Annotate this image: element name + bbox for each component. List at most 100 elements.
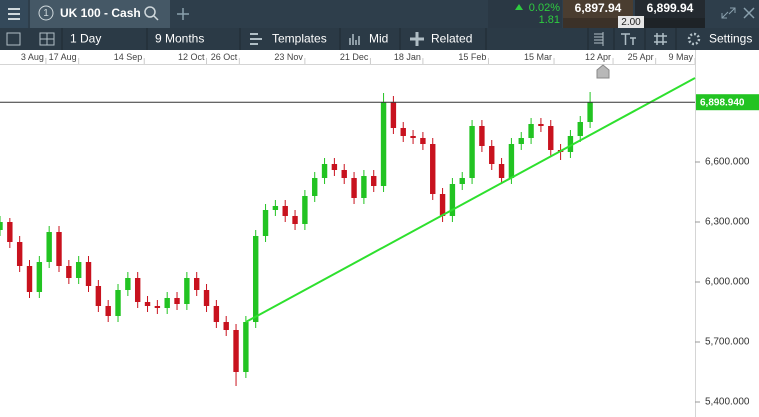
last-price-box (696, 94, 759, 111)
x-tick-label: 18 Jan (394, 52, 421, 62)
candle-body (7, 222, 13, 242)
search-icon-handle (153, 15, 159, 21)
candle-body (134, 278, 141, 302)
candle-body (312, 178, 318, 196)
candle-body (115, 290, 121, 316)
candle-body (371, 176, 377, 186)
candle-body (479, 126, 485, 146)
candle-body (75, 262, 82, 278)
buy-box-foot (635, 18, 705, 28)
x-tick-label: 17 Aug (49, 52, 77, 62)
close-icon[interactable] (743, 7, 755, 19)
search-icon[interactable] (144, 6, 156, 18)
candle-body (243, 322, 249, 372)
candle-body (587, 102, 593, 122)
templates[interactable]: Templates (272, 32, 327, 46)
instrument-name: UK 100 - Cash (60, 6, 141, 20)
candle-body (341, 170, 347, 178)
menu-icon (8, 8, 20, 20)
x-tick-label: 3 Aug (21, 52, 44, 62)
candle-body (351, 178, 357, 198)
candle-body (16, 242, 23, 266)
trendline (245, 77, 696, 323)
panel-icon[interactable] (6, 32, 21, 46)
candle-body (144, 302, 151, 306)
y-tick-label: 6,600.000 (705, 157, 750, 168)
candle-body (518, 138, 524, 144)
candle-body (0, 222, 3, 230)
candle-body (105, 306, 111, 316)
grid-icon[interactable] (654, 33, 667, 45)
last-price-label: 6,898.940 (700, 97, 745, 108)
candle-body (400, 128, 406, 136)
tab-number-circle (38, 5, 54, 21)
y-tick-label: 6,000.000 (705, 277, 750, 288)
plot-area (0, 77, 696, 386)
candle-body (233, 330, 239, 372)
range[interactable]: 9 Months (155, 32, 204, 46)
candle-body (66, 266, 72, 278)
sell-box[interactable] (563, 0, 633, 18)
candle-body (528, 124, 534, 138)
toolbar-divider (61, 28, 677, 50)
event-marker[interactable] (596, 64, 610, 79)
candle-body (174, 298, 180, 304)
related-icon (410, 32, 424, 46)
candle-body (154, 306, 161, 308)
text-icon[interactable] (621, 33, 636, 45)
x-tick-label: 25 Apr (628, 52, 654, 62)
x-tick-label: 21 Dec (340, 52, 369, 62)
change: 1.81 (539, 14, 560, 26)
candle-body (459, 178, 465, 184)
candle-body (36, 262, 43, 292)
candle-body (262, 210, 269, 236)
y-tick-label: 6,300.000 (705, 217, 750, 228)
x-tick-label: 23 Nov (274, 52, 303, 62)
candle-body (420, 138, 426, 144)
y-tick-label: 5,400.000 (705, 397, 750, 408)
interval[interactable]: 1 Day (70, 32, 101, 46)
axis-border (0, 50, 696, 417)
candle-body (253, 236, 259, 322)
price-type[interactable]: Mid (369, 32, 388, 46)
layout-icon[interactable] (39, 32, 55, 46)
expand-icon[interactable] (721, 7, 736, 19)
templates-icon (250, 33, 262, 45)
candle-body (203, 290, 210, 306)
y-tick-label: 5,700.000 (705, 337, 750, 348)
candle-body (95, 286, 102, 306)
x-tick-label: 12 Oct (178, 52, 205, 62)
add-tab[interactable] (177, 8, 189, 20)
candle-body (213, 306, 220, 322)
candle-body (498, 164, 505, 178)
buy-price: 6,899.94 (647, 1, 694, 15)
candle-body (302, 196, 308, 224)
candle-body (292, 216, 298, 224)
candle-body (282, 206, 288, 216)
x-tick-label: 15 Feb (458, 52, 486, 62)
spread-box (618, 16, 644, 28)
candle-body (430, 144, 436, 194)
candle-body (449, 184, 456, 216)
candle-body (577, 122, 583, 136)
candle-body (164, 298, 170, 308)
x-tick-label: 12 Apr (585, 52, 611, 62)
buy-box[interactable] (635, 0, 705, 18)
candle-body (184, 278, 190, 304)
candle-body (46, 232, 52, 262)
settings[interactable]: Settings (709, 32, 752, 46)
candle-body (56, 232, 62, 266)
candle-body (223, 322, 229, 330)
scale-icon[interactable] (594, 32, 604, 46)
related[interactable]: Related (431, 32, 472, 46)
x-tick-label: 9 May (668, 52, 693, 62)
spread: 2.00 (621, 17, 641, 28)
change-box (488, 0, 562, 28)
candle-body (193, 278, 200, 290)
candle-body (469, 126, 475, 178)
candle-body (410, 136, 416, 138)
sell-box-foot (563, 18, 633, 28)
candle-body (85, 262, 92, 286)
